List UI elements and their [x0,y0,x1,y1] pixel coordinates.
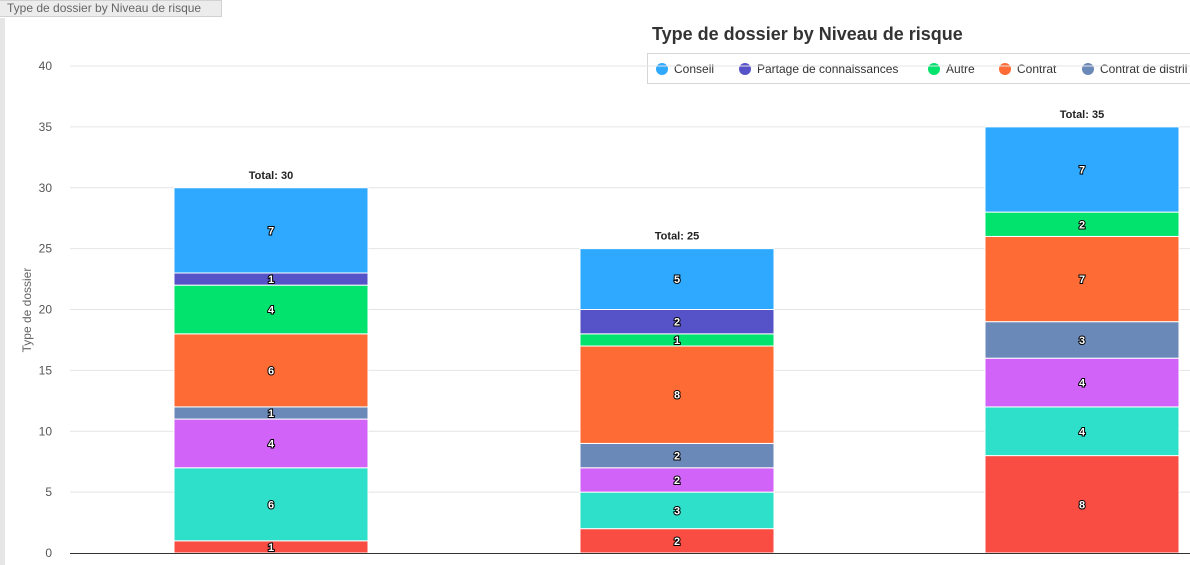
tab-chart[interactable]: Type de dossier by Niveau de risque [0,0,222,17]
bar-segment [984,235,1180,323]
bar-segment [173,467,369,542]
data-label: 1 [674,335,680,347]
data-label: 1 [268,274,274,286]
data-label: 3 [674,505,680,517]
data-label: 8 [1079,499,1085,511]
y-tick-label: 5 [45,485,52,499]
total-label: Total: 35 [1060,109,1104,121]
data-label: 6 [268,499,274,511]
y-tick-label: 10 [39,424,53,438]
tab-strip: Type de dossier by Niveau de risque [0,0,1190,18]
data-label: 2 [674,536,680,548]
data-label: 4 [268,305,275,317]
total-label: Total: 30 [249,170,293,182]
data-label: 2 [674,317,680,329]
y-tick-label: 15 [39,363,53,377]
bar-segment [173,418,369,469]
bar-segment [984,406,1180,457]
data-label: 7 [1079,274,1085,286]
y-tick-label: 30 [39,181,53,195]
bar-segment [984,455,1180,554]
data-label: 1 [268,408,274,420]
data-label: 7 [268,225,274,237]
data-label: 4 [268,438,275,450]
bar-segment [579,248,775,310]
total-label: Total: 25 [655,231,699,243]
y-tick-label: 35 [39,120,53,134]
y-tick-label: 20 [39,303,53,317]
data-label: 2 [1079,219,1085,231]
bar-segment [579,491,775,530]
bar-segment [173,284,369,335]
bar-segment [173,187,369,274]
data-label: 2 [674,475,680,487]
bar-segment [579,345,775,444]
bar-segment [984,126,1180,213]
data-label: 5 [674,274,680,286]
data-label: 3 [1079,335,1085,347]
bar-segment [984,321,1180,359]
y-tick-label: 40 [39,59,53,73]
y-tick-label: 25 [39,242,53,256]
y-tick-label: 0 [45,546,52,560]
data-label: 2 [674,451,680,463]
bar-segment [579,309,775,335]
bar-segment [984,357,1180,408]
bar-segment [984,211,1180,237]
data-label: 4 [1079,378,1086,390]
window-left-edge [0,0,5,565]
data-label: 1 [268,542,274,554]
data-label: 4 [1079,426,1086,438]
data-label: 8 [674,390,680,402]
data-label: 6 [268,365,274,377]
data-label: 7 [1079,164,1085,176]
bar-segment [579,467,775,493]
bar-segment [173,333,369,408]
